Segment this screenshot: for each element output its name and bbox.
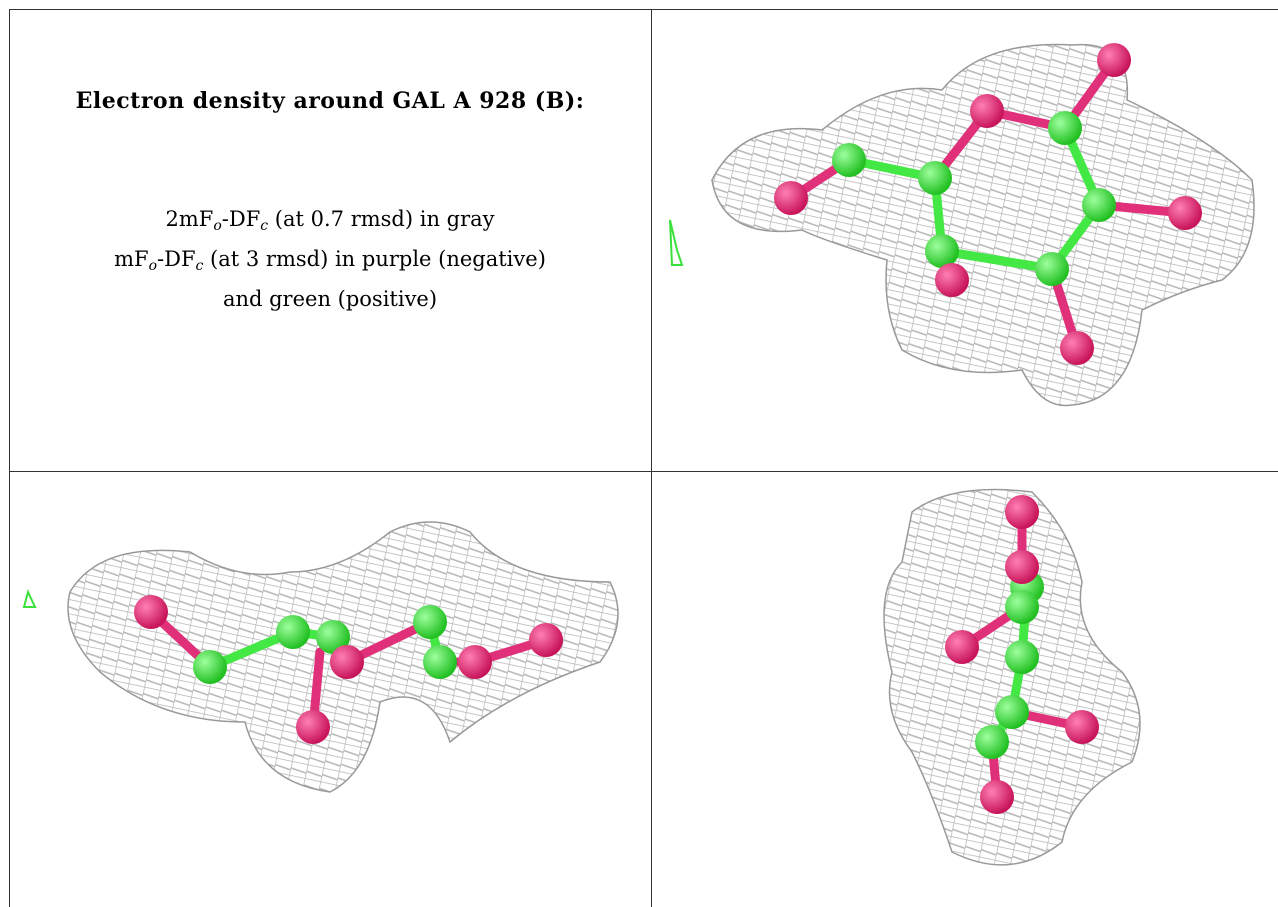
legend-text: 2mF: [165, 207, 213, 231]
legend-line: 2mFo-DFc (at 0.7 rmsd) in gray: [9, 203, 651, 243]
legend-line: and green (positive): [9, 283, 651, 316]
density-view: [10, 472, 651, 907]
legend-text: and green (positive): [223, 287, 437, 311]
subscript: o: [149, 258, 157, 274]
density-view: [652, 472, 1278, 907]
legend-text: -DF: [222, 207, 261, 231]
page: Electron density around GAL A 928 (B): 2…: [0, 0, 1278, 907]
subscript: c: [260, 218, 268, 234]
legend-text: (at 0.7 rmsd) in gray: [268, 207, 494, 231]
legend-text: (at 3 rmsd) in purple (negative): [203, 247, 546, 271]
legend-line: mFo-DFc (at 3 rmsd) in purple (negative): [9, 243, 651, 283]
title: Electron density around GAL A 928 (B):: [9, 88, 651, 114]
density-view: [652, 10, 1278, 471]
subscript: o: [213, 218, 221, 234]
legend-text: -DF: [157, 247, 196, 271]
legend-text: mF: [114, 247, 148, 271]
